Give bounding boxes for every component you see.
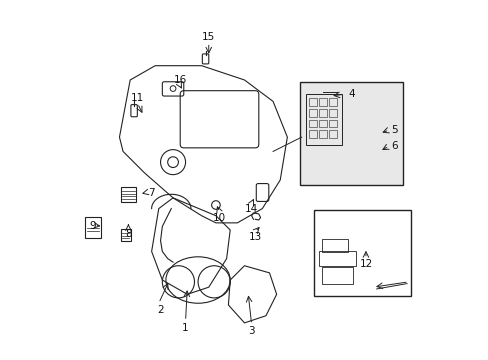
Text: 14: 14 <box>244 203 258 213</box>
Text: 6: 6 <box>390 141 397 151</box>
Text: 16: 16 <box>173 75 186 85</box>
Text: 13: 13 <box>248 232 261 242</box>
FancyBboxPatch shape <box>299 82 403 185</box>
Text: 8: 8 <box>125 229 131 239</box>
Text: 10: 10 <box>212 212 225 222</box>
Text: 4: 4 <box>347 89 354 99</box>
Text: 5: 5 <box>390 125 397 135</box>
FancyBboxPatch shape <box>313 210 410 296</box>
Text: 15: 15 <box>202 32 215 42</box>
Text: 7: 7 <box>148 188 154 198</box>
Text: 11: 11 <box>130 93 143 103</box>
Text: 2: 2 <box>157 305 163 315</box>
Text: 3: 3 <box>248 326 254 336</box>
Text: 1: 1 <box>182 323 188 333</box>
Text: 12: 12 <box>359 259 372 269</box>
Text: 9: 9 <box>89 221 96 231</box>
